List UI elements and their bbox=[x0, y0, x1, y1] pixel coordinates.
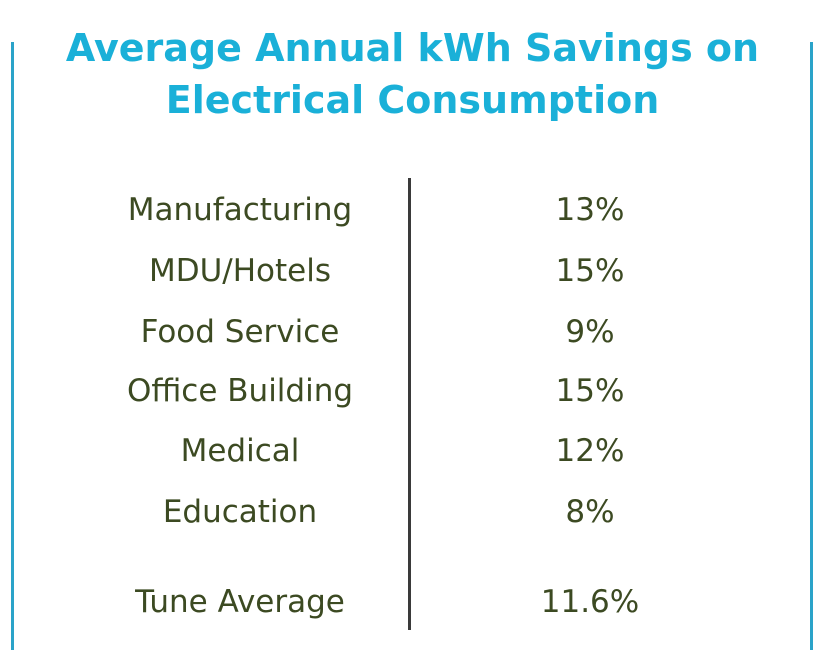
table-row-tune-average: Tune Average 11.6% bbox=[60, 574, 760, 630]
category-label: Manufacturing bbox=[127, 192, 353, 228]
chart-title-line-2: Electrical Consumption bbox=[165, 78, 660, 122]
value-label: 9% bbox=[565, 314, 615, 350]
category-label: Food Service bbox=[140, 314, 340, 350]
table-row-mdu-hotels: MDU/Hotels 15% bbox=[60, 243, 760, 299]
left-border-line bbox=[11, 42, 14, 650]
table-row-manufacturing: Manufacturing 13% bbox=[60, 182, 760, 238]
category-label: Education bbox=[162, 494, 318, 530]
chart-title: Average Annual kWh Savings on Electrical… bbox=[30, 22, 795, 126]
category-label: MDU/Hotels bbox=[148, 253, 332, 289]
right-border-line bbox=[810, 42, 813, 650]
table-row-food-service: Food Service 9% bbox=[60, 304, 760, 360]
category-label: Office Building bbox=[126, 373, 354, 409]
value-label: 8% bbox=[565, 494, 615, 530]
summary-value-label: 11.6% bbox=[540, 584, 640, 620]
value-label: 15% bbox=[555, 253, 625, 289]
category-label: Medical bbox=[180, 433, 300, 469]
chart-title-line-1: Average Annual kWh Savings on bbox=[65, 26, 760, 70]
value-label: 15% bbox=[555, 373, 625, 409]
table-row-medical: Medical 12% bbox=[60, 423, 760, 479]
value-label: 12% bbox=[555, 433, 625, 469]
column-divider bbox=[408, 178, 411, 630]
table-row-office-building: Office Building 15% bbox=[60, 363, 760, 419]
table-row-education: Education 8% bbox=[60, 484, 760, 540]
summary-category-label: Tune Average bbox=[135, 584, 345, 620]
value-label: 13% bbox=[555, 192, 625, 228]
savings-table: Manufacturing 13% MDU/Hotels 15% Food Se… bbox=[60, 178, 760, 634]
